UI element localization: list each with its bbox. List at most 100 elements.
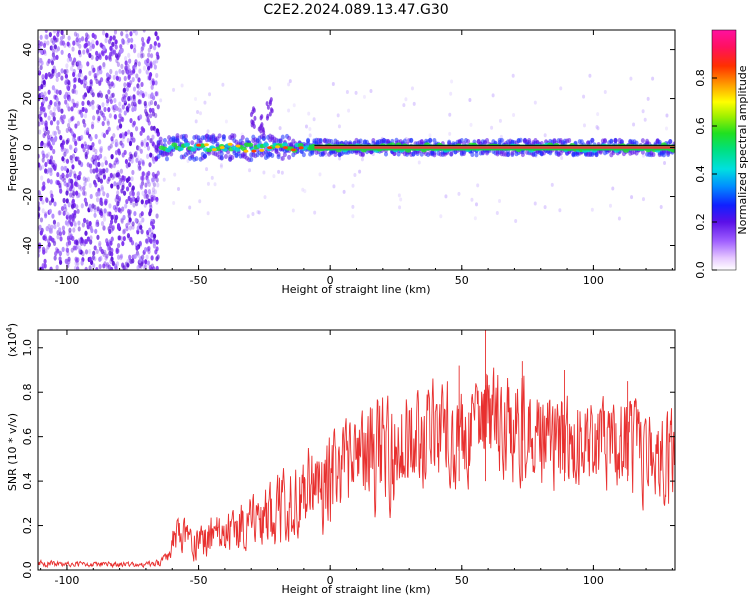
spectrogram-cell: [252, 123, 256, 129]
spectrogram-cell: [96, 92, 101, 98]
spectrogram-cell: [84, 154, 88, 160]
spectrogram-cell: [108, 228, 112, 235]
spectrogram-cell: [119, 255, 123, 261]
spectrogram-cell: [49, 179, 53, 185]
spectrogram-cell: [118, 180, 122, 186]
spectrogram-cell: [91, 43, 96, 49]
spectrogram-cell: [38, 121, 41, 127]
spectrogram-cell: [619, 139, 624, 145]
x-tick-label: -100: [54, 274, 79, 287]
spectrogram-cell: [65, 198, 69, 204]
spectrogram-cell: [235, 144, 241, 148]
spectrogram-cell: [128, 217, 132, 223]
spectrogram-cell: [52, 48, 56, 55]
spectrogram-cell: [152, 233, 157, 239]
spectrogram-cell: [110, 81, 114, 87]
spectrogram-cell: [92, 115, 96, 121]
spectrogram-cell: [118, 49, 123, 55]
spectrogram-cell: [92, 146, 96, 153]
spectrogram-cell: [49, 134, 53, 140]
spectrogram-cell: [567, 137, 572, 143]
spectrogram-cell: [53, 165, 57, 171]
x-tick-label: -50: [190, 274, 208, 287]
spectrogram-cell: [215, 141, 220, 147]
spectrogram-cell: [177, 146, 184, 152]
spectrogram-cell: [49, 155, 54, 161]
spectrogram-cell: [263, 195, 267, 200]
spectrogram-cell: [102, 225, 106, 231]
spectrogram-cell: [118, 235, 122, 241]
spectrogram-cell: [55, 264, 59, 270]
spectrogram-cell: [266, 113, 270, 119]
spectrogram-cell: [51, 68, 55, 74]
spectrogram-cell: [282, 152, 287, 158]
spectrogram-cell: [134, 126, 139, 132]
spectrogram-cell: [59, 35, 64, 42]
y-tick-label: 1.0: [21, 339, 34, 357]
spectrogram-cell: [120, 218, 124, 224]
spectrogram-cell: [137, 160, 142, 166]
spectrogram-cell: [136, 252, 140, 258]
spectrogram-cell: [88, 256, 92, 262]
spectrogram-cell: [151, 80, 155, 86]
spectrogram-cell: [56, 125, 60, 131]
spectrogram-cell: [55, 54, 59, 60]
spectrogram-cell: [141, 171, 146, 177]
spectrogram-cell: [83, 191, 87, 197]
spectrogram-cell: [102, 225, 106, 231]
spectrogram-cell: [86, 224, 90, 230]
spectrogram-cell: [113, 97, 117, 104]
spectrogram-cell: [609, 139, 614, 145]
spectrogram-cell: [84, 143, 88, 150]
spectrogram-cell: [119, 133, 123, 139]
snr-series-line: [38, 367, 675, 569]
spectrogram-cell: [68, 227, 72, 233]
spectrogram-cell: [128, 58, 132, 64]
spectrogram-cell: [65, 190, 69, 196]
spectrogram-cell: [83, 181, 87, 187]
spectrogram-cell: [141, 52, 145, 58]
spectrogram-cell: [129, 31, 133, 37]
spectrogram-cell: [470, 152, 475, 158]
spectrogram-cell: [90, 88, 94, 94]
spectrogram-cell: [116, 242, 121, 249]
spectrogram-cell: [134, 217, 138, 224]
spectrogram-cell: [64, 207, 68, 213]
spectrogram-cell: [278, 126, 282, 131]
spectrogram-cell: [88, 203, 92, 209]
spectrogram-cell: [470, 197, 474, 202]
spectrogram-cell: [110, 214, 114, 220]
spectrogram-cell: [203, 143, 209, 147]
spectrogram-cell: [630, 195, 634, 200]
spectrogram-cell: [82, 49, 86, 55]
spectrogram-cell: [40, 119, 44, 125]
spectrogram-cell: [80, 112, 84, 118]
spectrogram-cell: [151, 141, 155, 147]
spectrogram-cell: [115, 261, 120, 267]
spectrogram-cell: [71, 216, 75, 222]
spectrogram-cell: [304, 124, 308, 129]
spectrogram-cell: [137, 99, 141, 105]
colorbar-tick-label: 0.6: [694, 117, 707, 135]
spectrogram-cell: [51, 112, 55, 118]
spectrogram-cell: [99, 246, 103, 252]
spectrogram-cell: [88, 52, 92, 59]
spectrogram-cell: [99, 77, 104, 83]
spectrogram-cell: [119, 140, 123, 146]
spectrogram-cell: [66, 57, 70, 63]
spectrogram-cell: [112, 163, 116, 169]
spectrogram-cell: [137, 61, 141, 67]
spectrogram-cell: [262, 142, 269, 147]
spectrogram-cell: [205, 167, 209, 172]
spectrogram-cell: [151, 187, 156, 193]
spectrogram-cell: [56, 248, 60, 254]
spectrogram-cell: [136, 195, 140, 201]
spectrogram-cell: [121, 104, 125, 110]
spectrogram-cell: [46, 244, 50, 250]
spectrogram-cell: [49, 109, 53, 116]
spectrogram-cell: [588, 73, 592, 78]
spectrogram-cell: [89, 168, 93, 174]
spectrogram-cell: [342, 189, 346, 194]
colorbar-ticks: 0.0 0.2 0.4 0.6 0.8: [694, 69, 717, 279]
spectrogram-cell: [150, 92, 154, 98]
